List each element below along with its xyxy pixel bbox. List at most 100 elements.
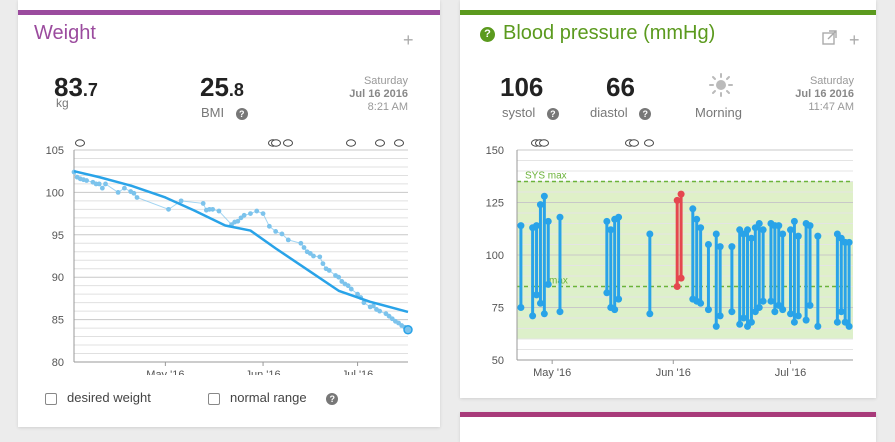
- diastol-point: [845, 322, 853, 330]
- x-tick-label: Jul '16: [775, 367, 806, 379]
- diastol-point: [736, 320, 744, 328]
- next-card: [460, 412, 876, 442]
- sys-max-label: SYS max: [525, 171, 567, 182]
- comment-icon: [346, 139, 356, 147]
- diastol-label-row: diastol ?: [590, 105, 652, 120]
- measurement-point: [345, 283, 351, 289]
- question-circle-icon[interactable]: ?: [639, 107, 652, 120]
- measurement-point: [403, 325, 413, 335]
- measurement-line: [73, 171, 409, 331]
- plus-icon[interactable]: +: [849, 30, 860, 50]
- normal-range-checkbox[interactable]: [208, 392, 220, 405]
- measurement-point: [311, 253, 316, 259]
- systol-point: [677, 190, 685, 198]
- diastol-point: [673, 283, 681, 290]
- external-link-icon[interactable]: [822, 30, 837, 48]
- diastol-point: [767, 297, 775, 305]
- comment-icon: [375, 139, 385, 147]
- systol-point: [794, 232, 802, 240]
- y-tick-label: 80: [52, 357, 64, 369]
- systol-point: [556, 213, 564, 221]
- diastol-point: [646, 310, 654, 318]
- y-tick-label: 95: [52, 230, 64, 242]
- x-tick-label: Jun '16: [656, 367, 691, 379]
- diastol-point: [677, 274, 685, 282]
- comment-icon: [539, 139, 549, 147]
- y-tick-label: 75: [492, 303, 504, 315]
- dia-max-label: max: [549, 276, 568, 287]
- diastol-point: [747, 318, 755, 326]
- weight-time: 8:21 AM: [367, 101, 408, 113]
- measurement-point: [317, 254, 323, 260]
- diastol-point: [529, 312, 537, 320]
- systol-point: [712, 230, 720, 238]
- diastol-point: [833, 318, 841, 326]
- weight-value-int: 83: [54, 72, 83, 102]
- systol-label-row: systol ?: [502, 105, 559, 120]
- systol-value: 106: [500, 72, 544, 102]
- x-tick-label: Jun '16: [245, 369, 280, 375]
- measurement-point: [377, 308, 383, 314]
- measurement-point: [320, 261, 326, 267]
- diastol-point: [779, 306, 787, 314]
- next-card-accent-bar: [460, 412, 876, 417]
- diastol-point: [533, 291, 541, 299]
- measurement-point: [266, 223, 272, 229]
- measurement-point: [326, 268, 332, 273]
- diastol-point: [615, 295, 623, 303]
- bp-chart: SYS max max 150 125 100 75 50 May '16 Jun '16 Jul…: [486, 139, 853, 379]
- measurement-point: [355, 291, 360, 297]
- weight-date: Jul 16 2016: [349, 88, 408, 100]
- question-circle-icon[interactable]: ?: [546, 107, 559, 120]
- question-circle-icon[interactable]: ?: [235, 107, 248, 120]
- normal-range-label: normal range: [230, 390, 307, 405]
- y-tick-label: 50: [492, 355, 504, 367]
- desired-weight-checkbox[interactable]: [45, 392, 57, 405]
- diastol-point: [771, 308, 779, 316]
- systol-point: [646, 230, 654, 238]
- bp-date: Jul 16 2016: [795, 88, 854, 100]
- question-circle-icon[interactable]: ?: [326, 392, 339, 405]
- systol-point: [673, 196, 681, 204]
- systol-point: [615, 213, 623, 221]
- bp-time: 11:47 AM: [808, 101, 854, 113]
- systol-point: [814, 232, 822, 240]
- question-circle-icon[interactable]: ?: [480, 27, 495, 42]
- measurement-point: [298, 240, 304, 246]
- systol-point: [693, 215, 701, 223]
- systol-point: [517, 222, 525, 230]
- measurement-point: [254, 208, 260, 214]
- diastol-point: [790, 318, 798, 326]
- weight-date-day: Saturday: [363, 75, 408, 87]
- measurement-point: [260, 211, 266, 216]
- systol-point: [540, 192, 548, 200]
- diastol-point: [740, 314, 748, 322]
- plus-icon[interactable]: +: [403, 30, 414, 50]
- normal-range-toggle[interactable]: normal range ?: [208, 390, 339, 405]
- measurement-point: [103, 181, 108, 187]
- diastol-point: [755, 304, 763, 311]
- systol-point: [747, 234, 755, 242]
- dia-range-band: [517, 286, 853, 339]
- diastol-value: 66: [606, 72, 635, 102]
- measurement-point: [166, 206, 171, 212]
- measurement-point: [361, 300, 367, 306]
- measurement-point: [301, 245, 307, 250]
- diastol-point: [544, 280, 552, 288]
- x-tick-label: May '16: [146, 369, 184, 375]
- bp-card-title: Blood pressure (mmHg): [503, 22, 716, 44]
- systol-point: [779, 230, 787, 238]
- measurement-point: [134, 195, 140, 200]
- bp-timestamp: Saturday Jul 16 2016 11:47 AM: [795, 75, 854, 114]
- systol-point: [790, 217, 798, 225]
- bmi-value: 25.8: [200, 72, 244, 103]
- measurement-point: [348, 286, 354, 292]
- desired-weight-toggle[interactable]: desired weight: [45, 390, 151, 405]
- diastol-point: [697, 299, 705, 307]
- diastol-point: [540, 310, 548, 318]
- comment-icon: [271, 139, 281, 147]
- comment-icon: [629, 139, 639, 147]
- comment-icon: [394, 139, 404, 147]
- diastol-label: diastol: [590, 105, 628, 120]
- systol-point: [759, 226, 767, 234]
